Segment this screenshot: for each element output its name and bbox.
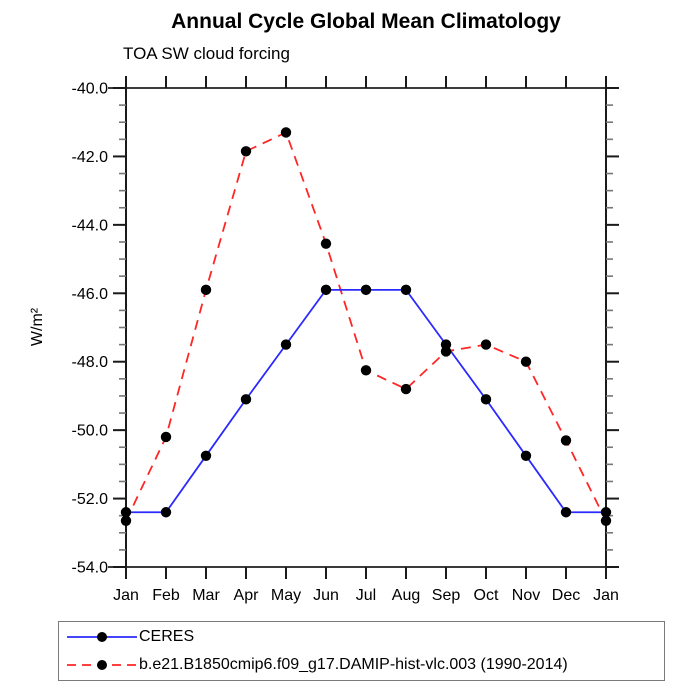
data-point-marker — [320, 238, 332, 249]
y-tick-label: -46.0 — [72, 286, 109, 303]
y-tick-label: -44.0 — [72, 217, 109, 234]
series-markers — [120, 127, 612, 527]
legend-row-model: b.e21.B1850cmip6.f09_g17.DAMIP-hist-vlc.… — [59, 652, 664, 678]
data-point-marker — [320, 284, 332, 296]
data-point-marker — [200, 450, 212, 462]
data-point-marker — [440, 339, 452, 350]
y-tick-label: -42.0 — [72, 149, 109, 166]
data-point-marker — [480, 339, 492, 350]
data-point-marker — [240, 394, 252, 405]
data-point-marker — [280, 339, 292, 350]
legend-row-ceres: CERES — [59, 624, 664, 650]
x-axis-ticks — [125, 76, 607, 579]
data-point-marker — [120, 515, 132, 527]
month-tick-label: Jan — [113, 587, 139, 604]
series-markers — [120, 284, 612, 518]
month-tick-label: Jan — [593, 587, 619, 604]
data-point-marker — [360, 365, 372, 376]
y-axis-ticks — [113, 87, 619, 568]
plot-frame — [108, 87, 619, 568]
y-tick-label: -40.0 — [72, 81, 109, 98]
legend-label-ceres: CERES — [139, 628, 195, 645]
month-tick-label: Jun — [313, 587, 339, 604]
data-point-marker — [560, 507, 572, 518]
legend-marker-dot — [97, 660, 107, 670]
series-b-e21-b1850cmip6-f09-g17 — [125, 131, 607, 522]
month-tick-label: Jul — [356, 587, 376, 604]
chart-title: Annual Cycle Global Mean Climatology — [171, 10, 561, 33]
month-tick-label: Oct — [474, 587, 499, 604]
legend-box: CERES b.e21.B1850cmip6.f09_g17.DAMIP-his… — [58, 621, 665, 681]
month-tick-label: May — [271, 587, 301, 604]
month-tick-label: Aug — [392, 587, 420, 604]
legend-marker-dot — [97, 632, 107, 642]
data-point-marker — [520, 450, 532, 462]
x-axis-tick-labels: Jan Feb Mar Apr May Jun Jul Aug Sep Oct Nov Dec Jan — [113, 587, 619, 604]
legend-label-model: b.e21.B1850cmip6.f09_g17.DAMIP-hist-vlc.… — [139, 656, 568, 673]
data-point-marker — [400, 284, 412, 296]
legend-sample-model-line — [67, 660, 137, 670]
month-tick-label: Apr — [234, 587, 260, 604]
data-point-marker — [600, 515, 612, 527]
y-tick-label: -48.0 — [72, 354, 109, 371]
data-point-marker — [280, 127, 292, 138]
month-tick-label: Feb — [152, 587, 180, 604]
chart-subtitle: TOA SW cloud forcing — [123, 44, 290, 63]
data-point-marker — [200, 284, 212, 296]
data-point-marker — [520, 356, 532, 367]
data-point-marker — [560, 435, 572, 446]
data-point-marker — [600, 507, 612, 518]
data-point-marker — [240, 146, 252, 157]
data-point-marker — [400, 383, 412, 395]
data-point-marker — [160, 507, 172, 518]
y-tick-label: -54.0 — [72, 560, 109, 577]
data-point-marker — [120, 507, 132, 518]
data-point-marker — [160, 431, 172, 443]
series-ceres — [126, 288, 606, 514]
month-tick-label: Nov — [512, 587, 540, 604]
y-tick-label: -52.0 — [72, 491, 109, 508]
data-point-marker — [480, 394, 492, 405]
y-tick-label: -50.0 — [72, 423, 109, 440]
data-point-marker — [360, 284, 372, 296]
month-tick-label: Dec — [552, 587, 580, 604]
month-tick-label: Mar — [192, 587, 220, 604]
legend-sample-ceres-line — [67, 632, 137, 642]
month-tick-label: Sep — [432, 587, 461, 604]
y-axis-tick-labels: -40.0 -42.0 -44.0 -46.0 -48.0 -50.0 -52.0 -54.0 — [72, 81, 109, 577]
